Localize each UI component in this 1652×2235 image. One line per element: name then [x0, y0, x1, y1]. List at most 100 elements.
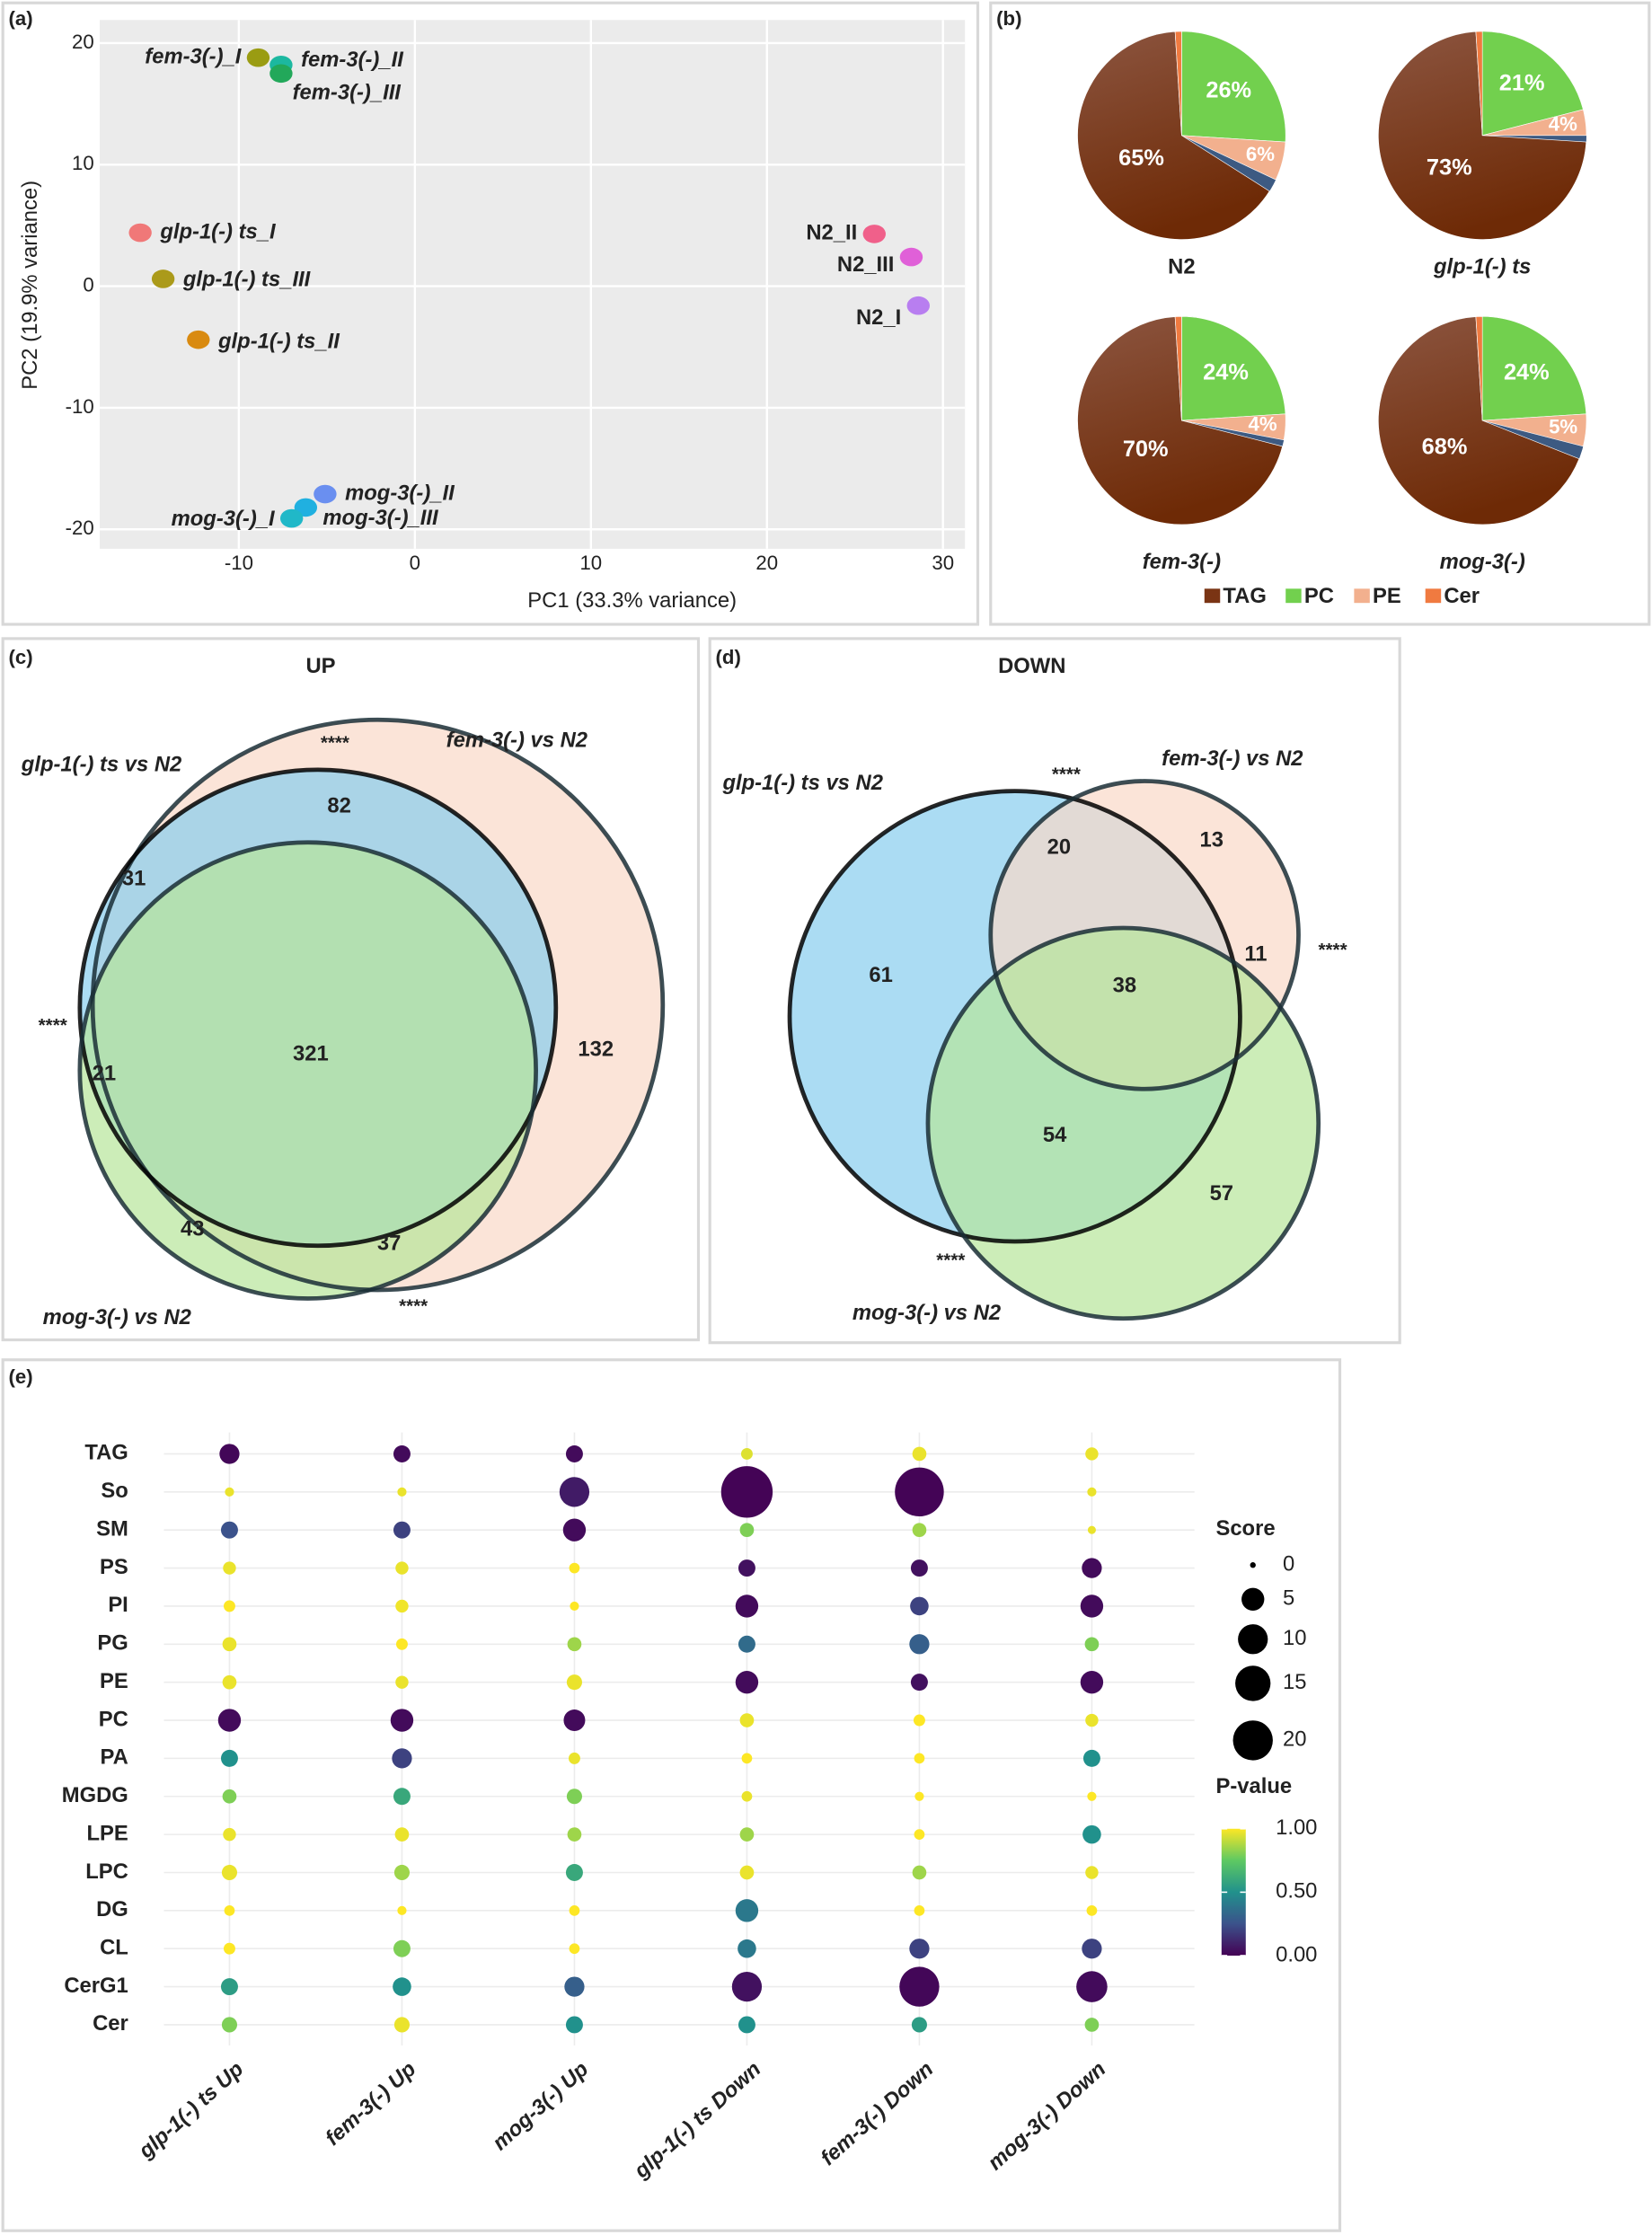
dot [1084, 2018, 1100, 2032]
row-label: PE [100, 1669, 128, 1693]
y-axis-label: PC2 (19.9% variance) [18, 181, 42, 390]
dot [1084, 1637, 1100, 1652]
dot [1082, 1558, 1102, 1578]
dot [392, 1748, 412, 1769]
x-tick-label: 10 [579, 552, 602, 574]
dot [739, 1865, 755, 1880]
legend-swatch [1425, 588, 1442, 604]
legend-label: 0 [1283, 1552, 1294, 1577]
legend-swatch [1285, 588, 1302, 604]
dot [220, 1521, 238, 1539]
region-count: 61 [869, 963, 892, 987]
dot [741, 1790, 753, 1802]
dot [1085, 1713, 1099, 1727]
legend-title: Score [1215, 1516, 1275, 1541]
dot [720, 1466, 773, 1518]
row-label: CerG1 [64, 1974, 128, 1998]
panel-frame [989, 1, 1651, 626]
legend-label: Cer [1444, 584, 1480, 608]
region-count: 43 [181, 1217, 204, 1241]
point [279, 508, 304, 528]
dot [559, 1477, 590, 1507]
y-tick-label: -10 [66, 395, 94, 418]
pie-title: mog-3(-) [1440, 550, 1525, 574]
dot [566, 1789, 582, 1805]
row-label: CL [100, 1935, 128, 1959]
point-label: mog-3(-)_III [322, 506, 439, 530]
slice-label: 68% [1422, 434, 1468, 459]
dot [738, 1939, 756, 1958]
dot [1087, 1791, 1097, 1801]
region-count: 31 [122, 866, 146, 890]
slice-label: 26% [1206, 77, 1251, 102]
legend-label: PE [1373, 584, 1401, 608]
slice-label: 24% [1203, 359, 1249, 384]
region-count: 82 [327, 793, 350, 817]
point [294, 498, 318, 517]
region-count: 11 [1244, 941, 1267, 966]
column-label: mog-3(-) Up [488, 2057, 593, 2155]
set-label: fem-3(-) vs N2 [1162, 746, 1303, 771]
dot [912, 1865, 927, 1880]
venn-outline [77, 767, 559, 1249]
venn-set [79, 842, 536, 1299]
dot [562, 1518, 587, 1542]
pie-slice [1475, 315, 1483, 421]
dot [1086, 1904, 1098, 1916]
dot [735, 1595, 759, 1618]
dot [390, 1709, 414, 1732]
dot [219, 1444, 240, 1464]
dot [393, 1521, 411, 1539]
dot [1080, 1670, 1104, 1694]
pie-slice [1181, 135, 1286, 181]
dot [220, 1749, 238, 1767]
slice-label: 4% [1249, 413, 1277, 436]
dot [738, 2016, 755, 2034]
legend-dot [1235, 1665, 1271, 1701]
dot [217, 1709, 242, 1732]
legend-swatch [1354, 588, 1370, 604]
panel-label: (d) [716, 646, 741, 668]
legend-label: 0.50 [1276, 1879, 1317, 1904]
venn-outline [925, 925, 1321, 1321]
region-count: 132 [578, 1038, 614, 1062]
dot [739, 1827, 755, 1842]
dot [911, 2017, 927, 2033]
point [246, 48, 270, 67]
legend-dot [1241, 1587, 1265, 1611]
dot [1085, 1866, 1099, 1879]
dot [739, 1523, 755, 1538]
legend-swatch [1204, 588, 1221, 604]
dot [1082, 1939, 1102, 1959]
set-label: glp-1(-) ts vs N2 [721, 771, 882, 795]
dot [222, 1637, 237, 1652]
dot [223, 1942, 235, 1955]
point [899, 247, 923, 267]
dot [913, 1714, 925, 1727]
panel-frame [1, 1, 980, 626]
x-tick-label: 0 [410, 552, 420, 574]
dot [914, 1904, 925, 1916]
dot [740, 1447, 753, 1460]
row-label: LPE [87, 1821, 128, 1845]
dot [225, 1487, 234, 1497]
venn-title: UP [305, 654, 335, 678]
dot [395, 1561, 409, 1575]
dot [1085, 1447, 1099, 1461]
legend-label: 0.00 [1276, 1942, 1317, 1966]
dot [395, 1638, 408, 1650]
plot-background [100, 20, 966, 549]
pie-slice [1174, 31, 1182, 136]
region-count: 20 [1047, 835, 1071, 859]
dot [393, 1444, 411, 1462]
legend-label: TAG [1223, 584, 1266, 608]
significance: **** [321, 733, 349, 754]
dot [912, 1446, 927, 1462]
dot [1082, 1824, 1101, 1844]
venn-outline [787, 789, 1242, 1244]
venn-title: DOWN [998, 654, 1065, 678]
pie-slice [1475, 31, 1483, 136]
legend-dot [1238, 1624, 1268, 1655]
dot [221, 2017, 238, 2033]
